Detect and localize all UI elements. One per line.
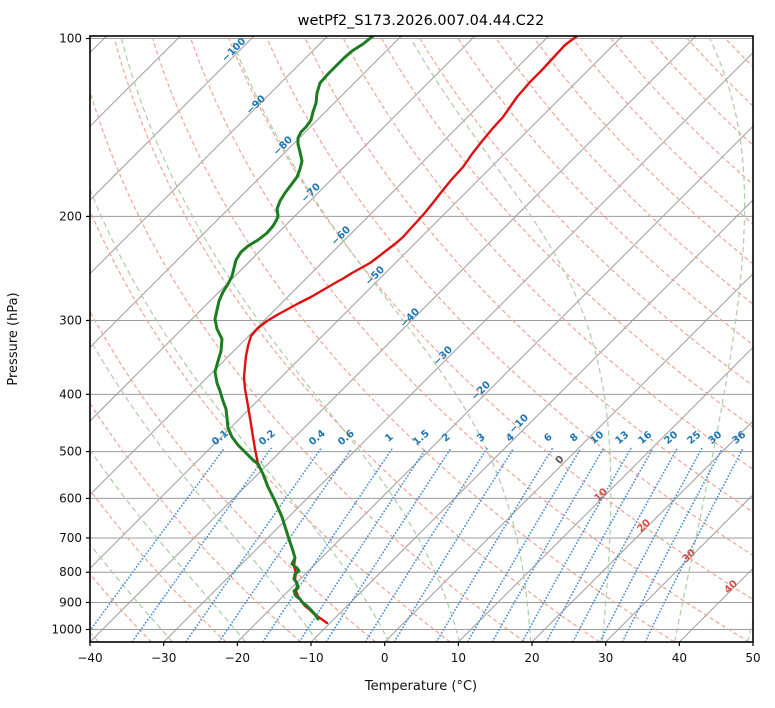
isotherm-label: −100: [220, 36, 248, 64]
x-tick-label: −30: [151, 651, 176, 665]
y-tick-label: 700: [59, 531, 82, 545]
x-tick-label: 40: [672, 651, 687, 665]
isotherm-label: 20: [635, 517, 653, 535]
chart-title: wetPf2_S173.2026.007.04.44.C22: [298, 13, 545, 29]
y-tick-label: 600: [59, 491, 82, 505]
isotherm-label: −90: [244, 93, 268, 117]
x-tick-label: 10: [451, 651, 466, 665]
dry-adiabat-lines: [90, 38, 753, 642]
isotherm-label: −40: [398, 306, 422, 330]
mixing-ratio-label: 0.4: [307, 428, 328, 448]
y-tick-label: 500: [59, 445, 82, 459]
mixing-ratio-label: 20: [663, 429, 681, 446]
axes-and-ticks: −40 −30 −20 −10 0 10 20 30 40 5010020030040050060…: [51, 32, 760, 666]
x-tick-label: −40: [77, 651, 102, 665]
x-tick-label: −20: [225, 651, 250, 665]
mixing-ratio-label: 1.5: [411, 428, 432, 448]
mixing-ratio-lines: [90, 447, 744, 642]
y-tick-label: 200: [59, 209, 82, 223]
x-tick-label: 50: [745, 651, 760, 665]
isotherm-label: −20: [469, 379, 493, 403]
x-tick-label: 30: [598, 651, 613, 665]
mixing-ratio-label: 8: [568, 432, 580, 445]
y-tick-label: 100: [59, 32, 82, 46]
dewpoint-curve: [213, 36, 375, 621]
isotherm-label: −30: [431, 344, 455, 368]
x-axis-label: Temperature (°C): [364, 679, 477, 694]
isotherm-label: −10: [507, 412, 531, 436]
mixing-ratio-label: 36: [731, 429, 749, 446]
mixing-ratio-label: 30: [707, 429, 725, 446]
mixing-ratio-label: 3: [475, 432, 487, 445]
mixing-ratio-label: 0.2: [257, 428, 278, 448]
mixing-ratio-label: 2: [440, 432, 452, 445]
sounding-profiles: [213, 36, 579, 625]
temperature-curve: [242, 36, 579, 625]
mixing-ratio-label: 1: [383, 432, 395, 445]
isotherm-label: −70: [299, 181, 323, 205]
y-tick-label: 1000: [51, 623, 82, 637]
isotherm-label: 0: [554, 454, 567, 467]
mixing-ratio-label: 13: [614, 429, 632, 446]
y-axis-label: Pressure (hPa): [6, 292, 21, 385]
x-tick-label: 0: [381, 651, 389, 665]
y-tick-label: 800: [59, 565, 82, 579]
y-tick-label: 300: [59, 313, 82, 327]
y-tick-label: 400: [59, 387, 82, 401]
y-tick-label: 900: [59, 595, 82, 609]
mixing-ratio-label: 10: [589, 429, 607, 446]
mixing-ratio-label: 0.6: [336, 428, 357, 448]
x-tick-label: 20: [524, 651, 539, 665]
moist-adiabat-lines: [90, 38, 753, 642]
mixing-ratio-label: 6: [542, 432, 554, 445]
mixing-ratio-label: 16: [637, 429, 655, 446]
isotherm-lines: [90, 36, 753, 642]
x-tick-label: −10: [298, 651, 323, 665]
isobar-gridlines: [90, 38, 753, 630]
